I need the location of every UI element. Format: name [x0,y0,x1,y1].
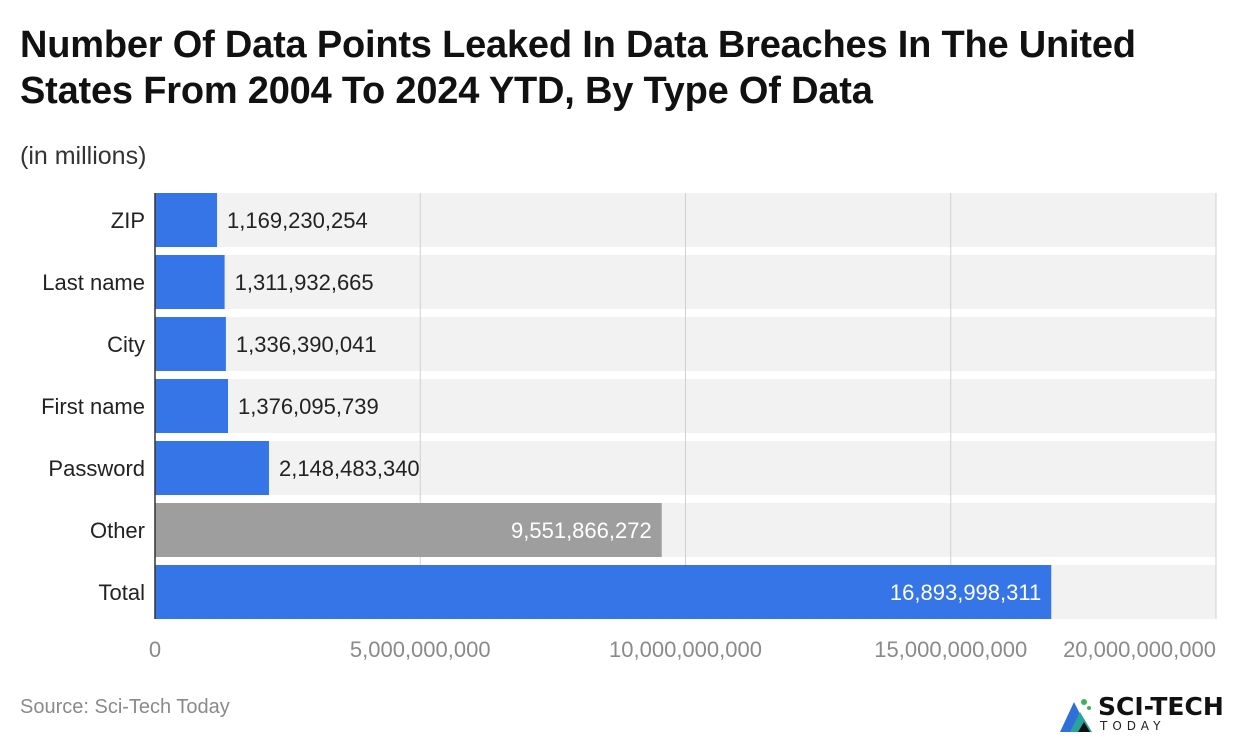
category-label: Other [90,518,145,543]
value-label: 9,551,866,272 [511,518,652,543]
bar [155,503,662,557]
bar [155,255,225,309]
x-tick-label: 20,000,000,000 [1063,637,1216,662]
value-label: 2,148,483,340 [279,456,420,481]
chart-title: Number Of Data Points Leaked In Data Bre… [20,24,1136,112]
x-tick-label: 10,000,000,000 [609,637,762,662]
logo-tagline: TODAY [1100,719,1166,733]
chart-subtitle: (in millions) [20,142,147,170]
value-label: 1,311,932,665 [235,270,374,295]
category-label: Total [99,580,145,605]
category-label: City [107,332,145,357]
x-tick-label: 0 [149,637,161,662]
logo-name: SCI-TECH [1098,692,1224,721]
category-label: Last name [42,270,145,295]
category-label: ZIP [111,208,145,233]
bar [155,379,229,433]
bar-chart: ZIP 1,169,230,254 Last name 1,311,932,665 Ci… [41,193,1217,662]
bar [155,441,269,495]
value-label: 1,169,230,254 [227,208,368,233]
brand-logo: SCI-TECH TODAY [1058,690,1233,738]
x-tick-label: 15,000,000,000 [874,637,1027,662]
value-label: 16,893,998,311 [890,580,1041,605]
category-label: Password [48,456,145,481]
logo-mark-icon [1060,699,1092,732]
bar [155,317,226,371]
bar [155,193,218,247]
value-label: 1,376,095,739 [238,394,379,419]
category-label: First name [41,394,145,419]
source-note: Source: Sci-Tech Today [20,696,230,718]
x-tick-label: 5,000,000,000 [350,637,491,662]
value-label: 1,336,390,041 [236,332,377,357]
bar [155,565,1052,619]
